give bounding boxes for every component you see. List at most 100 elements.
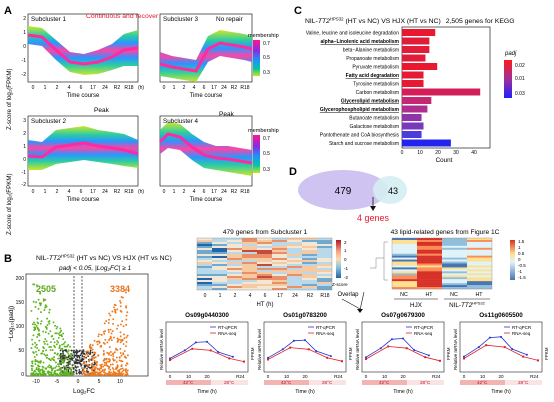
heatmap1-cell [287,288,302,290]
volcano-dot-down [65,369,68,372]
volcano-dot-down [47,332,50,335]
svg-text:479 genes from Subcluster 1: 479 genes from Subcluster 1 [223,229,308,236]
heatmap1-cell [197,264,212,266]
svg-text:150: 150 [16,300,25,306]
svg-text:0.7: 0.7 [263,136,270,142]
svg-text:0: 0 [401,150,404,156]
heatmap1-cell [272,256,287,258]
volcano-dot-down [55,365,58,368]
volcano-dot-up [105,361,108,364]
svg-text:-5: -5 [55,379,60,385]
sub1-label: Subcluster 1 [31,16,66,23]
heatmap2-cell [417,281,442,284]
volcano-dot-up [91,348,94,351]
volcano-dot-up [125,314,128,317]
volcano-dot-up [116,327,118,330]
heatmap-lipid-genes: 43 lipid-related genes from Figure 1C NC… [370,229,526,309]
volcano-dot-up [109,335,112,338]
volcano-plot: 2505 3384 200 150 100 50 0 -10 -5 0 5 10… [8,273,149,395]
mini-xtick: 10 [186,374,192,379]
svg-text:50: 50 [18,348,24,354]
volcano-dot-down [42,350,45,353]
rnaseq-point [326,356,329,359]
volcano-dot-up [125,305,128,308]
heatmap2-cell [467,247,492,250]
volcano-dot-up [116,340,119,343]
svg-text:R2: R2 [307,293,314,299]
mini-xtick: 20 [204,374,210,379]
volcano-dot-down [32,374,35,376]
heatmap1-cell [302,278,317,280]
volcano-dot-down [38,339,41,342]
volcano-dot-up [103,373,106,376]
volcano-dot-up [106,365,109,367]
volcano-dot-down [62,370,65,373]
volcano-dot-down [42,361,45,364]
svg-text:0.3: 0.3 [263,70,270,76]
svg-text:17: 17 [277,293,283,299]
volcano-dot-down [56,339,59,342]
svg-text:1: 1 [344,248,347,253]
heatmap1-cell [272,244,287,246]
heatmap2-cell [417,245,442,249]
volcano-dot-down [57,369,60,372]
heatmap2-cell [392,281,417,284]
heatmap1-cell [272,242,287,244]
heatmap2-cell [417,287,442,290]
volcano-dot-down [34,306,37,308]
volcano-dot-up [90,372,93,375]
volcano-dot-up [94,356,97,359]
volcano-dot-down [63,372,66,375]
heatmap1-cell [257,286,272,288]
heatmap2-cell [417,265,442,268]
volcano-dot-down [48,308,51,311]
svg-text:Z-score: Z-score [332,282,348,287]
volcano-dot-up [122,333,125,336]
venn-diagram: 479 43 4 genes [298,170,407,223]
volcano-dot-down [48,364,51,367]
heatmap1-cell [227,270,242,272]
heatmap1-cell [317,238,332,240]
volcano-dot-down [54,366,57,369]
heatmap1-cell [302,274,317,276]
volcano-dot-up [110,354,112,357]
heatmap1-cell [242,250,257,252]
volcano-dot-down [54,346,56,349]
volcano-dot-ns [67,366,70,369]
volcano-dot-up [102,350,105,352]
volcano-dot-down [45,367,48,370]
mini-xtick: 0 [169,374,172,379]
rnaseq-point [289,346,292,349]
heatmap2-cell [442,279,467,282]
heatmap2-cell [392,253,417,256]
heatmap1-cell [317,248,332,250]
volcano-dot-down [66,350,69,353]
mini-xtick: 10 [480,374,486,379]
heatmap2-cell [467,249,492,252]
heatmap1-cell [302,252,317,254]
volcano-dot-up [122,343,125,345]
heatmap1-cell [242,266,257,268]
heatmap2-cell [467,255,492,258]
svg-text:R18: R18 [240,85,249,91]
volcano-dot-up [115,356,118,359]
heatmap1-cell [227,276,242,278]
volcano-dot-down [71,373,74,376]
kegg-category-label: Propanoate metabolism [346,56,399,62]
svg-text:6: 6 [203,189,206,195]
heatmap1-cell [287,276,302,278]
membership-legend-bottom: membership 0.7 0.5 0.3 [248,128,279,173]
volcano-dot-ns [77,354,80,357]
volcano-dot-up [93,356,95,359]
heatmap1-cell [302,258,317,260]
volcano-dot-down [47,365,50,368]
volcano-dot-ns [63,354,66,357]
heatmap1-cell [227,256,242,258]
volcano-dot-down [33,327,36,330]
kegg-bar [402,88,481,96]
heatmap1-cell [257,268,272,270]
heatmap1-cell [212,256,227,258]
svg-text:6: 6 [80,189,83,195]
volcano-dot-down [42,347,45,350]
svg-text:2: 2 [23,131,26,137]
